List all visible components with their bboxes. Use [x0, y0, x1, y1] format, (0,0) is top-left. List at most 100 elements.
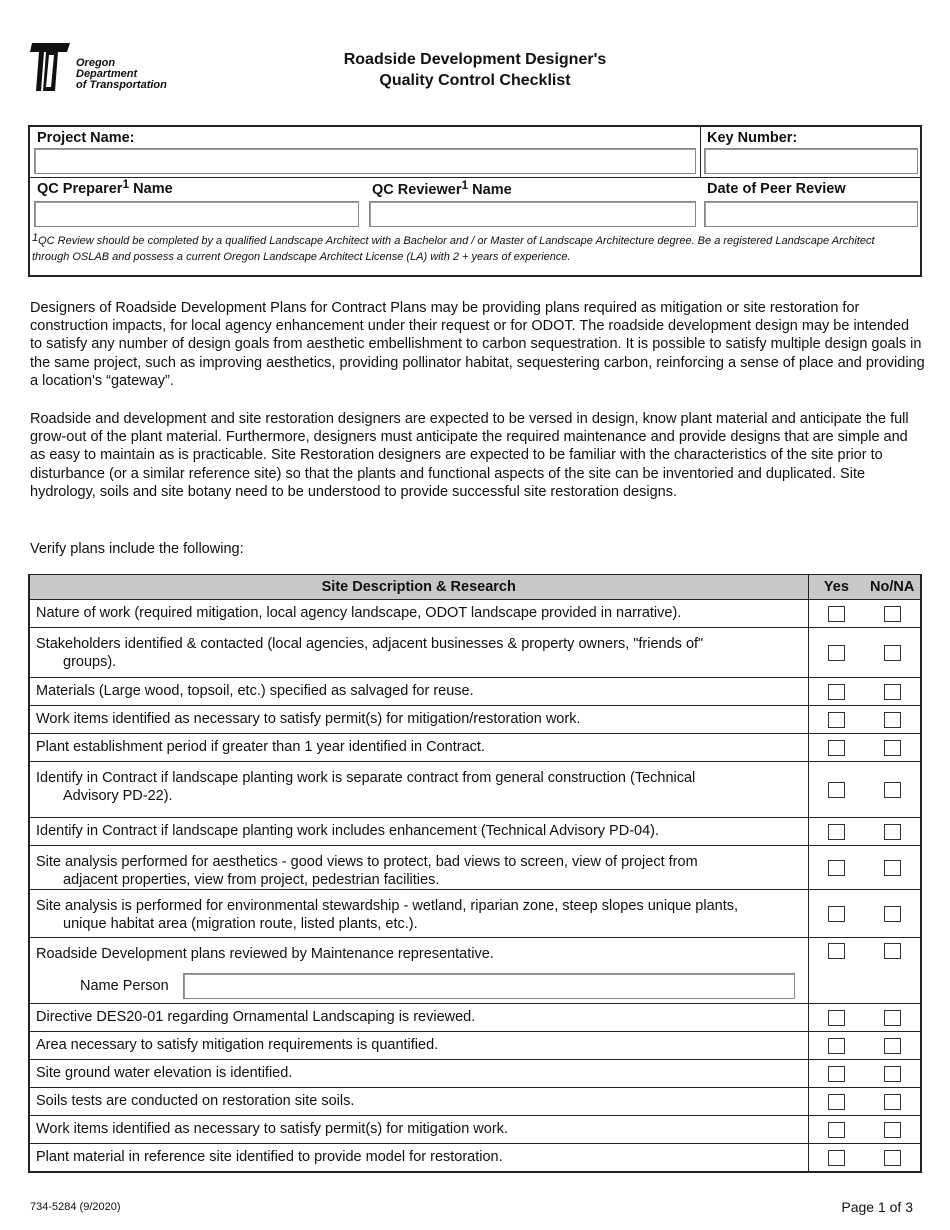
- no-cell: [864, 600, 920, 627]
- yes-cell: [809, 734, 865, 761]
- checklist-item-text: Roadside Development plans reviewed by M…: [30, 938, 809, 1003]
- qc-reviewer-input[interactable]: [369, 201, 696, 227]
- qc-preparer-input[interactable]: [34, 201, 359, 227]
- table-row: Site analysis performed for aesthetics -…: [30, 845, 920, 889]
- yes-cell: [809, 1144, 865, 1171]
- yes-cell: [809, 628, 865, 677]
- checklist-item-text: Site analysis is performed for environme…: [30, 890, 809, 937]
- odot-logo: Oregon Department of Transportation: [30, 43, 167, 91]
- yes-checkbox[interactable]: [827, 711, 845, 728]
- yes-cell: [809, 706, 865, 733]
- no-na-checkbox[interactable]: [883, 711, 901, 728]
- date-review-input[interactable]: [704, 201, 918, 227]
- page-number: Page 1 of 3: [841, 1199, 913, 1215]
- project-info-box: Project Name: Key Number: QC Preparer1 N…: [28, 125, 922, 277]
- item-text: Soils tests are conducted on restoration…: [36, 1093, 355, 1109]
- no-cell: [864, 1032, 920, 1059]
- item-text: Area necessary to satisfy mitigation req…: [36, 1037, 439, 1053]
- yes-column-header: Yes: [823, 579, 849, 595]
- yes-checkbox[interactable]: [827, 739, 845, 756]
- item-text-continued: adjacent properties, view from project, …: [63, 872, 440, 888]
- qc-preparer-label: QC Preparer1 Name: [37, 177, 173, 197]
- page-title: Roadside Development Designer's Quality C…: [343, 51, 607, 89]
- yes-checkbox[interactable]: [827, 1121, 845, 1138]
- yes-checkbox[interactable]: [827, 1009, 845, 1026]
- checklist-item-text: Nature of work (required mitigation, loc…: [30, 600, 809, 627]
- qc-reviewer-label: QC Reviewer1 Name: [372, 178, 512, 198]
- table-row: Site ground water elevation is identifie…: [30, 1059, 920, 1087]
- yes-checkbox[interactable]: [827, 1093, 845, 1110]
- checklist-item-text: Soils tests are conducted on restoration…: [30, 1088, 809, 1115]
- yes-cell: [809, 890, 865, 937]
- no-cell: [864, 1088, 920, 1115]
- item-text: Stakeholders identified & contacted (loc…: [36, 636, 704, 652]
- checklist-table: Site Description & Research Yes No/NA Na…: [28, 574, 922, 1173]
- item-text-continued: Advisory PD-22).: [63, 788, 173, 804]
- no-na-checkbox[interactable]: [883, 905, 901, 922]
- item-text: Directive DES20-01 regarding Ornamental …: [36, 1009, 476, 1025]
- no-na-checkbox[interactable]: [883, 739, 901, 756]
- no-cell: [864, 846, 920, 889]
- table-row: Directive DES20-01 regarding Ornamental …: [30, 1003, 920, 1031]
- table-row: Roadside Development plans reviewed by M…: [30, 937, 920, 1003]
- table-row: Soils tests are conducted on restoration…: [30, 1087, 920, 1115]
- no-na-checkbox[interactable]: [883, 644, 901, 661]
- yes-checkbox[interactable]: [827, 943, 845, 959]
- yes-checkbox[interactable]: [827, 859, 845, 876]
- no-na-checkbox[interactable]: [883, 1121, 901, 1138]
- no-na-checkbox[interactable]: [883, 683, 901, 700]
- item-text: Identify in Contract if landscape planti…: [36, 770, 696, 786]
- checklist-item-text: Identify in Contract if landscape planti…: [30, 762, 809, 817]
- yes-checkbox[interactable]: [827, 823, 845, 840]
- no-na-checkbox[interactable]: [883, 1037, 901, 1054]
- checklist-item-text: Plant material in reference site identif…: [30, 1144, 809, 1171]
- table-header: Site Description & Research Yes No/NA: [30, 575, 920, 599]
- item-text: Roadside Development plans reviewed by M…: [36, 946, 494, 962]
- no-na-checkbox[interactable]: [883, 781, 901, 798]
- table-row: Identify in Contract if landscape planti…: [30, 817, 920, 845]
- checklist-item-text: Identify in Contract if landscape planti…: [30, 818, 809, 845]
- no-cell: [864, 818, 920, 845]
- yes-checkbox[interactable]: [827, 1149, 845, 1166]
- item-text: Site ground water elevation is identifie…: [36, 1065, 293, 1081]
- table-row: Materials (Large wood, topsoil, etc.) sp…: [30, 677, 920, 705]
- no-na-checkbox[interactable]: [883, 1093, 901, 1110]
- yes-checkbox[interactable]: [827, 905, 845, 922]
- checklist-item-text: Work items identified as necessary to sa…: [30, 706, 809, 733]
- project-name-input[interactable]: [34, 148, 696, 174]
- no-na-checkbox[interactable]: [883, 605, 901, 622]
- name-person-input[interactable]: [182, 973, 795, 999]
- no-cell: [864, 762, 920, 817]
- no-na-checkbox[interactable]: [883, 1009, 901, 1026]
- checklist-item-text: Stakeholders identified & contacted (loc…: [30, 628, 809, 677]
- yes-cell: [809, 600, 865, 627]
- section-heading: Site Description & Research: [30, 575, 809, 599]
- item-text: Materials (Large wood, topsoil, etc.) sp…: [36, 683, 474, 699]
- yes-checkbox[interactable]: [827, 605, 845, 622]
- yes-cell: [809, 846, 865, 889]
- yes-checkbox[interactable]: [827, 781, 845, 798]
- no-cell: [864, 1004, 920, 1031]
- checklist-item-text: Directive DES20-01 regarding Ornamental …: [30, 1004, 809, 1031]
- no-na-checkbox[interactable]: [883, 1149, 901, 1166]
- no-na-checkbox[interactable]: [883, 859, 901, 876]
- yes-checkbox[interactable]: [827, 1065, 845, 1082]
- no-na-checkbox[interactable]: [883, 943, 901, 959]
- checklist-item-text: Site ground water elevation is identifie…: [30, 1060, 809, 1087]
- yes-checkbox[interactable]: [827, 1037, 845, 1054]
- key-number-input[interactable]: [704, 148, 918, 174]
- yes-cell: [809, 1060, 865, 1087]
- yes-checkbox[interactable]: [827, 644, 845, 661]
- no-cell: [864, 628, 920, 677]
- item-text: Plant material in reference site identif…: [36, 1149, 503, 1165]
- yes-cell: [809, 938, 865, 1003]
- yes-checkbox[interactable]: [827, 683, 845, 700]
- checklist-item-text: Site analysis performed for aesthetics -…: [30, 846, 809, 889]
- intro-paragraph-2: Roadside and development and site restor…: [30, 411, 909, 500]
- table-row: Work items identified as necessary to sa…: [30, 1115, 920, 1143]
- item-text: Site analysis is performed for environme…: [36, 898, 739, 914]
- no-na-checkbox[interactable]: [883, 823, 901, 840]
- yes-cell: [809, 1088, 865, 1115]
- no-cell: [864, 1060, 920, 1087]
- no-na-checkbox[interactable]: [883, 1065, 901, 1082]
